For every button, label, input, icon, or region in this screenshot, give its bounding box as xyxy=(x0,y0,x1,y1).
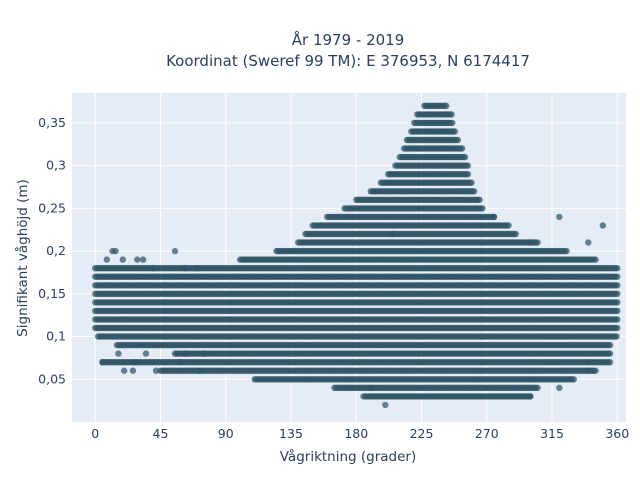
scatter-point xyxy=(534,384,541,391)
scatter-point xyxy=(606,359,614,366)
scatter-point xyxy=(614,324,621,332)
scatter-point xyxy=(606,350,614,357)
scatter-point xyxy=(505,222,512,229)
scatter-point xyxy=(606,341,614,349)
scatter-point xyxy=(476,196,483,203)
scatter-point xyxy=(614,282,621,289)
scatter-point xyxy=(592,367,599,374)
points-layer xyxy=(92,102,621,409)
scatter-point xyxy=(614,299,621,306)
scatter-point xyxy=(512,230,519,238)
scatter-point xyxy=(614,316,621,323)
scatter-point xyxy=(592,256,599,263)
scatter-point xyxy=(613,333,620,340)
scatter-point xyxy=(563,247,570,255)
scatter-point xyxy=(534,239,541,246)
scatter-point xyxy=(570,376,577,383)
scatter-point xyxy=(479,205,486,212)
scatter-point xyxy=(614,265,621,272)
chart-subtitle: Koordinat (Sweref 99 TM): E 376953, N 61… xyxy=(166,52,530,70)
scatter-point xyxy=(614,273,621,280)
scatter-point xyxy=(382,401,389,409)
chart-title: År 1979 - 2019 xyxy=(292,30,405,49)
scatter-point xyxy=(614,307,621,315)
scatter-point xyxy=(614,290,621,297)
